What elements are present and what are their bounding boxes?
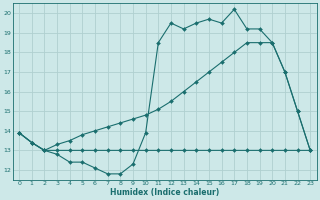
- X-axis label: Humidex (Indice chaleur): Humidex (Indice chaleur): [110, 188, 219, 197]
